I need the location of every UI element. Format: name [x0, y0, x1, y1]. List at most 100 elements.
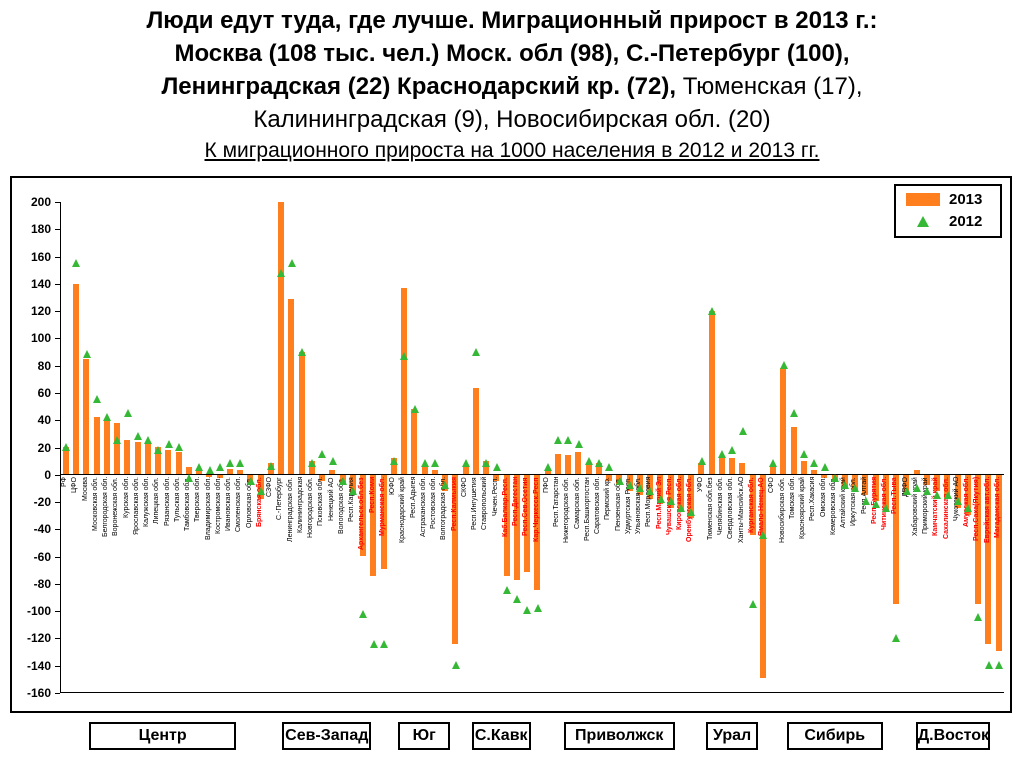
x-axis-label: Алтайский край	[840, 477, 847, 528]
x-axis-label: Мурманская обл.	[378, 477, 386, 537]
region-column: Калужская обл.	[143, 202, 153, 692]
group-label-0: Центр	[88, 722, 237, 750]
y-tick-label: 0	[44, 467, 51, 482]
x-axis-label: Владимирская обл.	[204, 477, 212, 541]
y-tick-mark	[55, 529, 60, 531]
x-axis-label: Респ.Сев.Осетия	[522, 477, 530, 536]
triangle-marker-2012	[738, 426, 747, 435]
x-axis-label: Смоленская обл.	[235, 477, 243, 533]
region-column: Камчатский край	[932, 202, 942, 692]
title-line-1: Люди едут туда, где лучше. Миграционный …	[0, 4, 1024, 37]
x-axis-label: Камчатский край	[932, 477, 940, 536]
region-column: Респ.Калмыкия	[451, 202, 461, 692]
triangle-marker-2012	[523, 606, 532, 615]
bar-2013	[319, 474, 326, 482]
triangle-marker-2012	[441, 481, 450, 490]
x-axis-label: Магаданская обл.	[993, 477, 1001, 539]
bar-2013	[677, 474, 684, 513]
region-column: Респ.Марий Эл	[656, 202, 666, 692]
triangle-marker-2012	[625, 481, 634, 490]
y-axis: 200 180 160 140 120 100 80 60 40 20 0 -20 -40 -60 -80-…	[12, 195, 60, 700]
x-axis-label: Саратовская обл.	[594, 477, 601, 535]
title-line-3-bold: Ленинградская (22) Краснодарский кр. (72…	[161, 73, 677, 100]
bar-2013	[134, 441, 141, 475]
triangle-marker-2012	[636, 483, 645, 492]
x-axis-label: СКФО	[460, 477, 468, 497]
y-tick-label: 160	[30, 249, 51, 264]
triangle-marker-2012	[974, 613, 983, 622]
x-axis-label: Респ.Саха(Якутия)	[973, 477, 981, 542]
x-axis-label: Москва	[81, 477, 89, 502]
bar-2013	[667, 474, 674, 509]
bar-2013	[237, 470, 244, 475]
bar-2013	[165, 449, 172, 475]
x-axis-label: Астраханская обл.	[419, 477, 427, 538]
bar-2013	[923, 474, 930, 486]
triangle-marker-2012	[882, 504, 891, 513]
bar-2013	[175, 452, 182, 475]
triangle-marker-2012	[564, 436, 573, 445]
region-column: Московская обл.	[92, 202, 102, 692]
region-column: Каб.Балкар.Респ.	[502, 202, 512, 692]
region-column: Новгородская обл.	[307, 202, 317, 692]
region-column: Кемеровская обл.	[830, 202, 840, 692]
triangle-marker-2012	[912, 483, 921, 492]
title-line-3: Ленинградская (22) Краснодарский кр. (72…	[0, 70, 1024, 103]
chart-subtitle: К миграционного прироста на 1000 населен…	[0, 136, 1024, 166]
x-axis-label: Ленинградская обл.	[286, 477, 294, 542]
y-tick-label: 40	[37, 413, 51, 428]
x-axis-label: Респ.Адыгея	[409, 477, 417, 519]
bar-2013	[770, 467, 777, 475]
region-column: С.-Петербург	[276, 202, 286, 692]
region-column: Астраханская обл.	[420, 202, 430, 692]
y-tick-mark	[55, 638, 60, 640]
x-axis-label: Тульская обл.	[173, 477, 181, 523]
bar-2013	[288, 298, 295, 475]
bar-2013	[739, 463, 746, 475]
triangle-marker-2012	[933, 490, 942, 499]
x-axis-label: Калининградская	[296, 477, 304, 534]
region-column: Респ.Хакасия	[809, 202, 819, 692]
x-axis-label: Ивановская обл.	[225, 477, 232, 532]
y-tick-mark	[55, 474, 60, 476]
bar-2013	[606, 474, 613, 482]
bar-2013	[893, 474, 900, 604]
triangle-marker-2012	[769, 459, 778, 468]
y-tick-mark	[55, 502, 60, 504]
bar-2013	[62, 447, 69, 475]
x-axis-label: Ненецкий АО	[327, 477, 335, 521]
bar-2013	[872, 474, 879, 502]
triangle-marker-2012	[964, 504, 973, 513]
region-column: Нижегородская обл.	[563, 202, 573, 692]
region-column: Респ.Адыгея	[410, 202, 420, 692]
region-column: Вологодская обл.	[338, 202, 348, 692]
region-column: Алтайский край	[840, 202, 850, 692]
bar-2013	[811, 470, 818, 475]
triangle-marker-2012	[123, 408, 132, 417]
triangle-marker-2012	[718, 449, 727, 458]
bar-2013	[421, 467, 428, 475]
region-column: Респ.Саха(Якутия)	[973, 202, 983, 692]
triangle-marker-2012	[513, 595, 522, 604]
bar-2013	[196, 468, 203, 475]
x-axis-label: Тамбовская обл.	[184, 477, 191, 532]
region-column: Новосибирская обл.	[779, 202, 789, 692]
triangle-marker-2012	[666, 497, 675, 506]
triangle-marker-2012	[707, 306, 716, 315]
region-column: Приморский край	[922, 202, 932, 692]
triangle-marker-2012	[144, 436, 153, 445]
triangle-marker-2012	[215, 463, 224, 472]
x-axis-label: Белгородская обл.	[102, 477, 109, 538]
triangle-marker-2012	[205, 466, 214, 475]
bar-2013	[513, 474, 520, 581]
y-tick-label: 60	[37, 385, 51, 400]
region-column: Еврейская авт.обл.	[984, 202, 994, 692]
triangle-marker-2012	[482, 459, 491, 468]
region-column: Тульская обл.	[174, 202, 184, 692]
x-axis-label: Респ.Башкортостан	[583, 477, 591, 541]
bar-2013	[718, 457, 725, 475]
y-tick-mark	[55, 311, 60, 313]
bar-2013	[206, 474, 213, 477]
x-axis-label: СФО	[768, 477, 776, 494]
x-axis-label: Томская обл.	[788, 477, 796, 520]
